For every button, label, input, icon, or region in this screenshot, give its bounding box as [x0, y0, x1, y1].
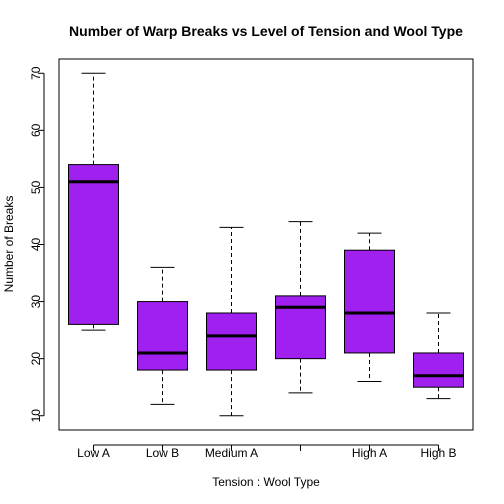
x-tick-label: Medium A — [205, 446, 258, 460]
x-tick-label: High B — [420, 446, 456, 460]
y-axis-label: Number of Breaks — [2, 196, 16, 293]
chart-title: Number of Warp Breaks vs Level of Tensio… — [69, 23, 463, 39]
y-tick-label: 70 — [29, 66, 43, 80]
x-tick-label: Low A — [77, 446, 110, 460]
y-tick-label: 10 — [29, 409, 43, 423]
y-tick-label: 20 — [29, 352, 43, 366]
box — [413, 352, 464, 388]
plot-layer: 10 20 30 40 50 60 70 Low A Low B Medium A High A Hi… — [29, 66, 464, 460]
y-tick-label: 50 — [29, 180, 43, 194]
box — [137, 301, 188, 371]
y-tick-label: 30 — [29, 295, 43, 309]
y-tick-label: 40 — [29, 238, 43, 252]
box — [344, 249, 395, 354]
box — [206, 312, 257, 371]
x-tick-label: Low B — [146, 446, 179, 460]
box — [275, 295, 326, 360]
x-tick-label: High A — [352, 446, 387, 460]
plot-frame — [58, 58, 474, 431]
y-tick-label: 60 — [29, 123, 43, 137]
x-axis-label: Tension : Wool Type — [212, 475, 320, 489]
box — [68, 164, 119, 325]
